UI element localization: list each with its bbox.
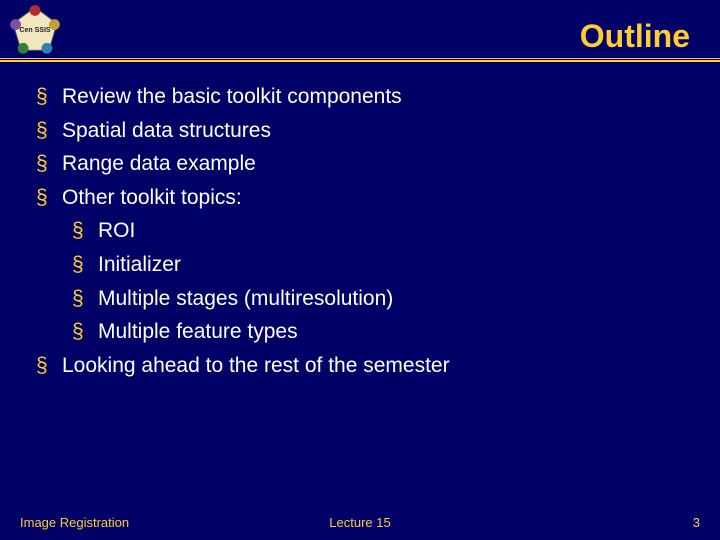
slide: Cen SSIS Outline Review the basic toolki…	[0, 0, 720, 540]
bullet-text: Initializer	[98, 253, 181, 276]
list-item: Looking ahead to the rest of the semeste…	[36, 349, 690, 383]
bullet-text: Looking ahead to the rest of the semeste…	[62, 354, 450, 377]
footer-left: Image Registration	[20, 515, 129, 530]
slide-title: Outline	[580, 18, 690, 55]
slide-header: Cen SSIS Outline	[0, 0, 720, 62]
bullet-text: Multiple stages (multiresolution)	[98, 287, 393, 310]
bullet-list: Review the basic toolkit components Spat…	[36, 80, 690, 382]
header-divider	[0, 58, 720, 62]
list-item: Multiple feature types	[72, 315, 690, 349]
bullet-text: Range data example	[62, 152, 256, 175]
bullet-text: ROI	[98, 219, 135, 242]
bullet-text: Other toolkit topics:	[62, 186, 242, 209]
bullet-text: Review the basic toolkit components	[62, 85, 402, 108]
slide-content: Review the basic toolkit components Spat…	[0, 62, 720, 504]
pentagon-star-icon: Cen SSIS	[8, 4, 62, 58]
list-item: Range data example	[36, 147, 690, 181]
footer-center: Lecture 15	[329, 515, 390, 530]
sub-bullet-list: ROI Initializer Multiple stages (multire…	[72, 214, 690, 348]
bullet-text: Multiple feature types	[98, 320, 298, 343]
footer-page-number: 3	[693, 515, 700, 530]
bullet-text: Spatial data structures	[62, 119, 271, 142]
list-item: Multiple stages (multiresolution)	[72, 282, 690, 316]
list-item: Review the basic toolkit components	[36, 80, 690, 114]
slide-footer: Image Registration Lecture 15 3	[0, 504, 720, 540]
list-item: Initializer	[72, 248, 690, 282]
list-item: ROI	[72, 214, 690, 248]
list-item: Other toolkit topics: ROI Initializer Mu…	[36, 181, 690, 349]
logo-label: Cen SSIS	[19, 27, 51, 34]
logo-badge: Cen SSIS	[8, 4, 62, 58]
list-item: Spatial data structures	[36, 114, 690, 148]
